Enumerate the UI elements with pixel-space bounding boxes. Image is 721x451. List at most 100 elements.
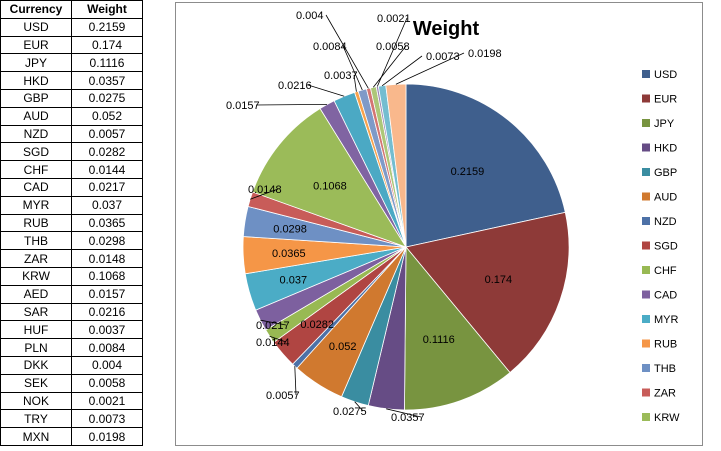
data-label-huf: 0.0037 — [324, 70, 358, 82]
weight-cell: 0.0148 — [71, 249, 143, 268]
data-label-pln: 0.0084 — [313, 41, 347, 53]
legend-swatch-rub — [642, 339, 650, 348]
weight-cell: 0.2159 — [71, 17, 143, 37]
weight-cell: 0.1116 — [71, 53, 143, 73]
legend-label-chf: CHF — [654, 265, 677, 277]
table-row: USD 0.2159 — [0, 17, 143, 37]
table-row: KRW 0.1068 — [0, 266, 143, 286]
table-row: AED 0.0157 — [0, 284, 143, 304]
table-row: PLN 0.0084 — [0, 338, 143, 357]
column-header-weight: Weight — [71, 0, 143, 19]
currency-cell: GBP — [0, 88, 72, 108]
table-row: AUD 0.052 — [0, 106, 143, 126]
currency-cell: CAD — [0, 177, 72, 197]
currency-cell: HUF — [0, 320, 72, 340]
table-row: EUR 0.174 — [0, 35, 143, 55]
table-row: MXN 0.0198 — [0, 427, 143, 446]
table-row: HKD 0.0357 — [0, 71, 143, 90]
legend-swatch-sgd — [642, 241, 650, 250]
leader-line-sar — [307, 84, 345, 97]
table-row: MYR 0.037 — [0, 195, 143, 215]
currency-cell: PLN — [0, 338, 72, 357]
table-row: SGD 0.0282 — [0, 142, 143, 162]
pie-slice-mxn — [385, 83, 407, 248]
currency-cell: JPY — [0, 53, 72, 73]
weight-cell: 0.1068 — [71, 266, 143, 286]
currency-cell: RUB — [0, 213, 72, 233]
leader-line-hkd — [386, 408, 422, 418]
currency-cell: SEK — [0, 373, 72, 393]
data-label-sar: 0.0216 — [278, 80, 312, 92]
legend-swatch-chf — [642, 266, 650, 274]
legend-swatch-aud — [642, 192, 650, 201]
table-row: CHF 0.0144 — [0, 160, 143, 179]
legend-swatch-cad — [642, 290, 650, 299]
table-row: DKK 0.004 — [0, 355, 143, 375]
legend-swatch-zar — [642, 388, 650, 397]
data-label-nzd: 0.0057 — [266, 390, 300, 402]
data-label-zar: 0.0148 — [248, 184, 282, 196]
weight-cell: 0.0144 — [71, 160, 143, 179]
legend-swatch-thb — [642, 364, 650, 372]
legend-label-thb: THB — [654, 363, 676, 375]
table-row: ZAR 0.0148 — [0, 249, 143, 268]
pie-chart-area: Weight 0.2159 0.174 0.1116 0.0357 0.0275 0.05… — [175, 2, 703, 446]
data-label-sek: 0.0058 — [376, 41, 410, 53]
currency-cell: TRY — [0, 409, 72, 429]
leader-line-gbp — [354, 401, 364, 412]
table-row: RUB 0.0365 — [0, 213, 143, 233]
table-row: HUF 0.0037 — [0, 320, 143, 340]
weight-cell: 0.004 — [71, 355, 143, 375]
data-label-hkd: 0.0357 — [391, 412, 425, 424]
weight-cell: 0.0298 — [71, 231, 143, 251]
currency-cell: AUD — [0, 106, 72, 126]
currency-cell: CHF — [0, 160, 72, 179]
leader-line-nok — [376, 17, 408, 87]
table-row: SAR 0.0216 — [0, 302, 143, 322]
currency-cell: ZAR — [0, 249, 72, 268]
currency-cell: THB — [0, 231, 72, 251]
data-label-rub: 0.0365 — [272, 248, 306, 260]
weight-cell: 0.0282 — [71, 142, 143, 162]
legend-label-eur: EUR — [654, 94, 677, 106]
legend-label-rub: RUB — [654, 339, 677, 351]
leader-line-try — [381, 55, 423, 87]
pie-slice-usd — [405, 83, 566, 248]
currency-cell: EUR — [0, 35, 72, 55]
weight-cell: 0.0157 — [71, 284, 143, 304]
data-label-cad: 0.0217 — [256, 320, 290, 332]
legend-label-myr: MYR — [654, 314, 679, 326]
leader-line-huf — [353, 74, 357, 92]
legend-swatch-gbp — [642, 168, 650, 176]
table-header-row: Currency Weight — [0, 0, 143, 19]
legend-label-nzd: NZD — [654, 216, 677, 228]
leader-lines — [250, 14, 465, 418]
weight-cell: 0.0057 — [71, 124, 143, 144]
table-row: SEK 0.0058 — [0, 373, 143, 393]
data-label-gbp: 0.0275 — [333, 406, 367, 418]
column-header-currency: Currency — [0, 0, 72, 19]
weight-cell: 0.037 — [71, 195, 143, 215]
table-row: CAD 0.0217 — [0, 177, 143, 197]
table-row: JPY 0.1116 — [0, 53, 143, 73]
legend-label-aud: AUD — [654, 192, 677, 204]
weight-cell: 0.0021 — [71, 391, 143, 411]
currency-cell: HKD — [0, 71, 72, 90]
leader-line-pln — [342, 45, 363, 91]
data-label-usd: 0.2159 — [451, 166, 485, 178]
weight-cell: 0.0198 — [71, 427, 143, 446]
weight-cell: 0.0084 — [71, 338, 143, 357]
data-label-nok: 0.0021 — [377, 13, 411, 25]
weight-cell: 0.0058 — [71, 373, 143, 393]
data-label-krw: 0.1068 — [313, 181, 347, 193]
currency-weight-table: Currency Weight USD 0.2159 EUR 0.174 JPY 0.11… — [0, 0, 143, 446]
table-body: USD 0.2159 EUR 0.174 JPY 0.1116 HKD 0.0357 GBP 0.… — [0, 17, 143, 446]
weight-cell: 0.0357 — [71, 71, 143, 90]
pie-slice-eur — [405, 211, 570, 374]
weight-cell: 0.0365 — [71, 213, 143, 233]
legend-swatch-myr — [642, 315, 650, 323]
data-label-aed: 0.0157 — [226, 100, 260, 112]
weight-cell: 0.0037 — [71, 320, 143, 340]
data-label-myr: 0.037 — [280, 275, 308, 287]
legend: USD EUR JPY HKD GBP AUD NZD SGD CHF CAD MYR RUB THB Z… — [642, 69, 680, 424]
